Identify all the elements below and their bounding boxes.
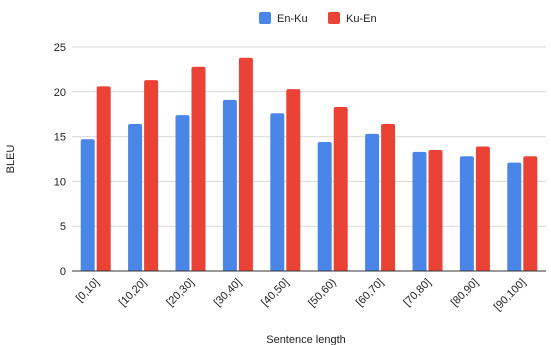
legend-label-en-ku: En-Ku	[277, 13, 308, 25]
x-tick-label: [80,90]	[449, 277, 481, 309]
x-tick-label: [50,60)	[306, 277, 339, 310]
bar-en-ku-10	[507, 163, 521, 271]
x-tick-label: [90,100]	[492, 277, 529, 314]
y-tick-label: 5	[60, 221, 66, 233]
bar-ku-en-4	[239, 58, 253, 271]
bar-en-ku-9	[460, 156, 474, 271]
bars	[81, 58, 538, 271]
legend: En-Ku Ku-En	[259, 12, 377, 25]
y-tick-label: 10	[54, 176, 66, 188]
legend-swatch-en-ku	[259, 12, 271, 24]
x-tick-label: [30,40]	[212, 277, 244, 309]
bar-en-ku-3	[176, 115, 190, 271]
y-tick-label: 0	[60, 266, 66, 278]
bar-en-ku-5	[270, 113, 284, 271]
x-axis-title: Sentence length	[266, 334, 346, 345]
bar-ku-en-1	[97, 86, 111, 271]
y-axis-title: BLEU	[5, 145, 17, 174]
bar-en-ku-8	[413, 152, 427, 271]
y-tick-label: 25	[54, 42, 66, 54]
bar-ku-en-2	[144, 80, 158, 271]
bar-ku-en-10	[523, 156, 537, 271]
x-tick-label: [70,80]	[401, 277, 433, 309]
x-tick-labels: [0,10] [10,20] [20,30] [30,40] [40,50] [50,60…	[74, 277, 529, 314]
bar-ku-en-3	[192, 67, 206, 271]
bar-ku-en-9	[476, 146, 490, 271]
x-tick-label: [40,50]	[259, 277, 291, 309]
bar-en-ku-4	[223, 100, 237, 271]
y-tick-label: 15	[54, 132, 66, 144]
bar-ku-en-8	[429, 150, 443, 271]
x-tick-label: [0,10]	[74, 277, 102, 305]
legend-swatch-ku-en	[328, 12, 340, 24]
bar-en-ku-6	[318, 142, 332, 271]
y-tick-labels: 0 5 10 15 20 25	[54, 42, 66, 278]
bar-ku-en-6	[334, 107, 348, 271]
bar-ku-en-5	[286, 89, 300, 271]
bar-en-ku-7	[365, 134, 379, 271]
x-tick-label: [60,70]	[354, 277, 386, 309]
bar-en-ku-1	[81, 139, 95, 271]
legend-label-ku-en: Ku-En	[346, 13, 377, 25]
y-gridlines	[72, 47, 546, 226]
bar-en-ku-2	[128, 124, 142, 271]
bar-ku-en-7	[381, 124, 395, 271]
y-tick-label: 20	[54, 87, 66, 99]
x-tick-label: [10,20]	[117, 277, 149, 309]
x-tick-label: [20,30]	[164, 277, 196, 309]
